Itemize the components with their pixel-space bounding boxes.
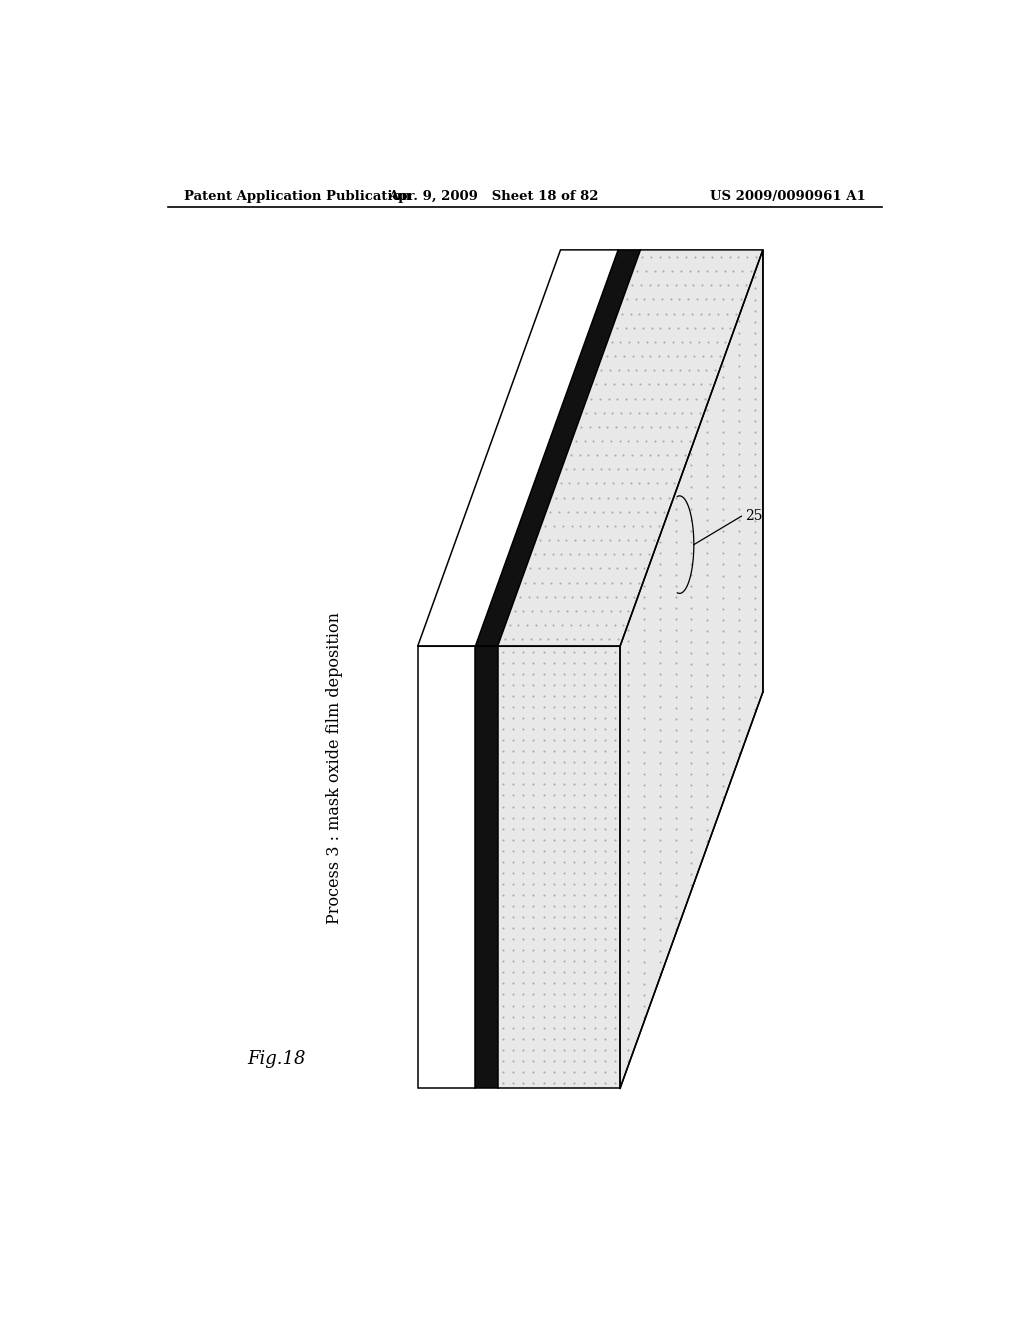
Polygon shape xyxy=(418,249,618,647)
Text: Patent Application Publication: Patent Application Publication xyxy=(183,190,411,202)
Text: Process 3 : mask oxide film deposition: Process 3 : mask oxide film deposition xyxy=(326,612,343,924)
Polygon shape xyxy=(475,249,640,647)
Bar xyxy=(418,647,475,1089)
Polygon shape xyxy=(620,249,763,1089)
Text: 25: 25 xyxy=(745,510,763,523)
Text: US 2009/0090961 A1: US 2009/0090961 A1 xyxy=(711,190,866,202)
Bar xyxy=(498,647,621,1089)
Text: Apr. 9, 2009   Sheet 18 of 82: Apr. 9, 2009 Sheet 18 of 82 xyxy=(388,190,598,202)
Text: Fig.18: Fig.18 xyxy=(247,1051,305,1068)
Polygon shape xyxy=(498,249,763,647)
Bar xyxy=(475,647,498,1089)
